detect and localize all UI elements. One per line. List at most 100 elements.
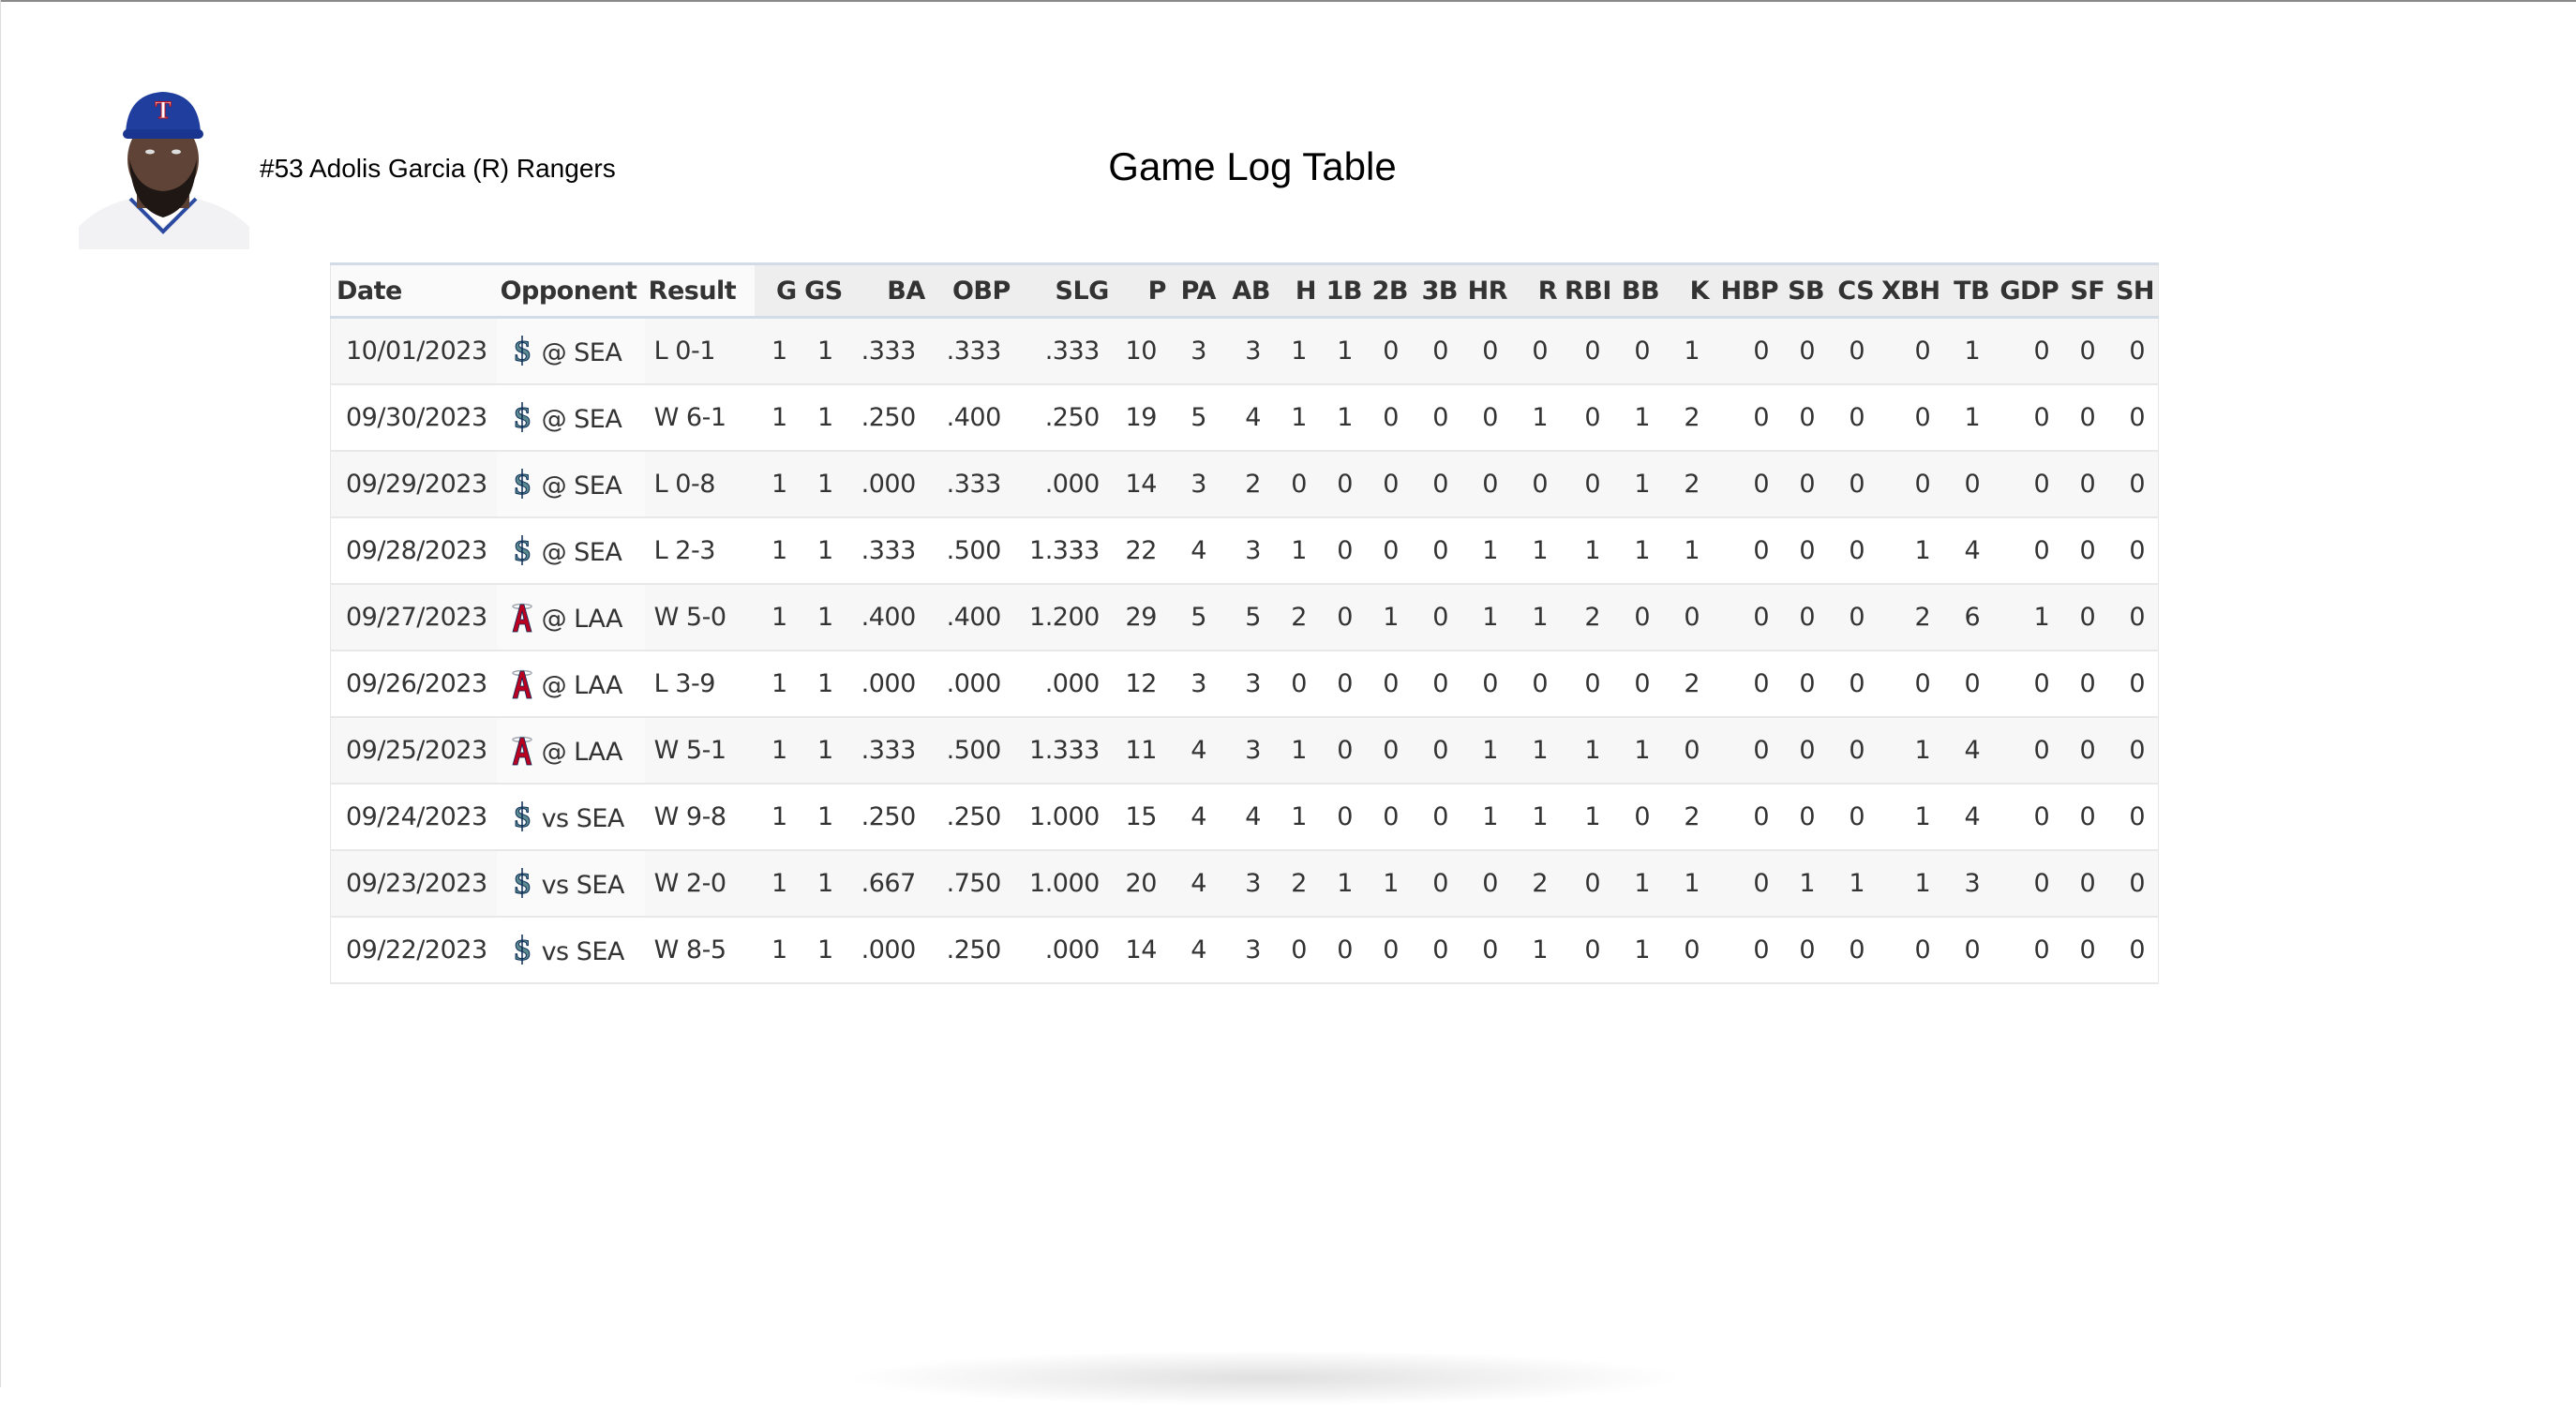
stat-cell-slg: 1.000 xyxy=(1013,850,1113,918)
column-header-xbh[interactable]: XBH xyxy=(1878,262,1944,319)
stat-cell-gdp: 0 xyxy=(1993,917,2063,984)
stat-cell-1b: 1 xyxy=(1319,384,1366,452)
column-header-hbp[interactable]: HBP xyxy=(1713,262,1783,319)
column-header-obp[interactable]: OBP xyxy=(928,262,1014,319)
stat-cell-xbh: 1 xyxy=(1878,850,1944,918)
stat-cell-pa: 5 xyxy=(1169,584,1220,651)
mariners-logo-icon: S xyxy=(510,933,534,967)
column-header-gs[interactable]: GS xyxy=(800,262,846,319)
table-row[interactable]: 09/28/2023 S @ SEA L 2-3 1 1.333.500 1.333 22 4 3… xyxy=(330,517,2159,585)
column-header-ba[interactable]: BA xyxy=(846,262,929,319)
stat-cell-ab: 3 xyxy=(1219,317,1274,385)
stat-cell-hbp: 0 xyxy=(1713,384,1783,452)
date-cell: 09/30/2023 xyxy=(330,384,497,452)
stat-cell-k: 0 xyxy=(1663,717,1714,785)
stat-cell-ba: .000 xyxy=(846,651,929,718)
window-top-border xyxy=(0,0,2576,2)
column-header-result[interactable]: Result xyxy=(644,262,755,319)
page-title: Game Log Table xyxy=(1108,144,1397,188)
column-header-p[interactable]: P xyxy=(1112,262,1170,319)
column-header-slg[interactable]: SLG xyxy=(1013,262,1113,319)
column-header-sh[interactable]: SH xyxy=(2108,262,2159,319)
stat-cell-2b: 1 xyxy=(1365,584,1412,651)
stat-cell-tb: 4 xyxy=(1943,784,1994,851)
stat-cell-r: 1 xyxy=(1510,517,1561,585)
stat-cell-cs: 1 xyxy=(1828,850,1879,918)
stat-cell-r: 1 xyxy=(1510,584,1561,651)
column-header-k[interactable]: K xyxy=(1663,262,1714,319)
table-row[interactable]: 09/25/2023 @ LAA W 5-1 1 1.333.500 1.333 11 4 3 1… xyxy=(330,717,2159,785)
stat-cell-p: 12 xyxy=(1112,651,1170,718)
column-header-g[interactable]: G xyxy=(754,262,801,319)
table-row[interactable]: 09/29/2023 S @ SEA L 0-8 1 1.000.333.000 14 3 2 0… xyxy=(330,451,2159,518)
date-cell: 09/25/2023 xyxy=(330,717,497,785)
stat-cell-h: 1 xyxy=(1273,784,1320,851)
column-header-opponent[interactable]: Opponent xyxy=(496,262,645,319)
stat-cell-tb: 4 xyxy=(1943,517,1994,585)
column-header-2b[interactable]: 2B xyxy=(1365,262,1412,319)
stat-cell-p: 22 xyxy=(1112,517,1170,585)
stat-cell-cs: 0 xyxy=(1828,784,1879,851)
column-header-hr[interactable]: HR xyxy=(1460,262,1511,319)
opponent-label: vs SEA xyxy=(541,937,625,966)
column-header-rbi[interactable]: RBI xyxy=(1561,262,1614,319)
stat-cell-xbh: 0 xyxy=(1878,317,1944,385)
table-row[interactable]: 09/27/2023 @ LAA W 5-0 1 1.400.400 1.200 29 5 5 2… xyxy=(330,584,2159,651)
stat-cell-ba: .333 xyxy=(846,317,929,385)
stat-cell-3b: 0 xyxy=(1411,317,1461,385)
stat-cell-g: 1 xyxy=(754,850,801,918)
stat-cell-hr: 1 xyxy=(1460,584,1511,651)
stat-cell-sf: 0 xyxy=(2062,451,2109,518)
stat-cell-k: 2 xyxy=(1663,451,1714,518)
date-cell: 09/29/2023 xyxy=(330,451,497,518)
stat-cell-obp: .500 xyxy=(928,517,1014,585)
opponent-cell: S @ SEA xyxy=(496,384,645,452)
stat-cell-sh: 0 xyxy=(2108,917,2159,984)
stat-cell-bb: 0 xyxy=(1613,584,1664,651)
column-header-date[interactable]: Date xyxy=(330,262,497,319)
stat-cell-rbi: 1 xyxy=(1561,517,1614,585)
column-header-sf[interactable]: SF xyxy=(2062,262,2109,319)
stat-cell-ab: 3 xyxy=(1219,850,1274,918)
column-header-h[interactable]: H xyxy=(1273,262,1320,319)
column-header-pa[interactable]: PA xyxy=(1169,262,1220,319)
column-header-3b[interactable]: 3B xyxy=(1411,262,1461,319)
result-cell: W 2-0 xyxy=(644,850,755,918)
stat-cell-bb: 1 xyxy=(1613,451,1664,518)
stat-cell-bb: 0 xyxy=(1613,784,1664,851)
stat-cell-sf: 0 xyxy=(2062,517,2109,585)
stat-cell-cs: 0 xyxy=(1828,317,1879,385)
result-cell: W 9-8 xyxy=(644,784,755,851)
column-header-r[interactable]: R xyxy=(1510,262,1561,319)
stat-cell-sb: 0 xyxy=(1782,384,1829,452)
stat-cell-gs: 1 xyxy=(800,317,846,385)
mariners-logo-icon: S xyxy=(510,800,534,834)
stat-cell-k: 1 xyxy=(1663,517,1714,585)
table-row[interactable]: 09/30/2023 S @ SEA W 6-1 1 1.250.400.250 19 5 4 1… xyxy=(330,384,2159,452)
mariners-logo-icon: S xyxy=(510,467,534,501)
angels-logo-icon xyxy=(510,601,534,633)
column-header-1b[interactable]: 1B xyxy=(1319,262,1366,319)
column-header-cs[interactable]: CS xyxy=(1828,262,1879,319)
stat-cell-1b: 1 xyxy=(1319,317,1366,385)
stat-cell-gdp: 0 xyxy=(1993,850,2063,918)
stat-cell-gs: 1 xyxy=(800,850,846,918)
stat-cell-hbp: 0 xyxy=(1713,917,1783,984)
column-header-gdp[interactable]: GDP xyxy=(1993,262,2063,319)
table-row[interactable]: 10/01/2023 S @ SEA L 0-1 1 1.333.333.333 10 3 3 1… xyxy=(330,317,2159,385)
stat-cell-ab: 3 xyxy=(1219,651,1274,718)
stat-cell-hbp: 0 xyxy=(1713,451,1783,518)
column-header-ab[interactable]: AB xyxy=(1219,262,1274,319)
stat-cell-cs: 0 xyxy=(1828,717,1879,785)
stat-cell-1b: 0 xyxy=(1319,717,1366,785)
column-header-sb[interactable]: SB xyxy=(1782,262,1829,319)
stat-cell-sf: 0 xyxy=(2062,317,2109,385)
stat-cell-p: 19 xyxy=(1112,384,1170,452)
column-header-bb[interactable]: BB xyxy=(1613,262,1664,319)
column-header-tb[interactable]: TB xyxy=(1943,262,1994,319)
table-row[interactable]: 09/26/2023 @ LAA L 3-9 1 1.000.000.000 12 3 3 0 0… xyxy=(330,651,2159,718)
stat-cell-g: 1 xyxy=(754,651,801,718)
